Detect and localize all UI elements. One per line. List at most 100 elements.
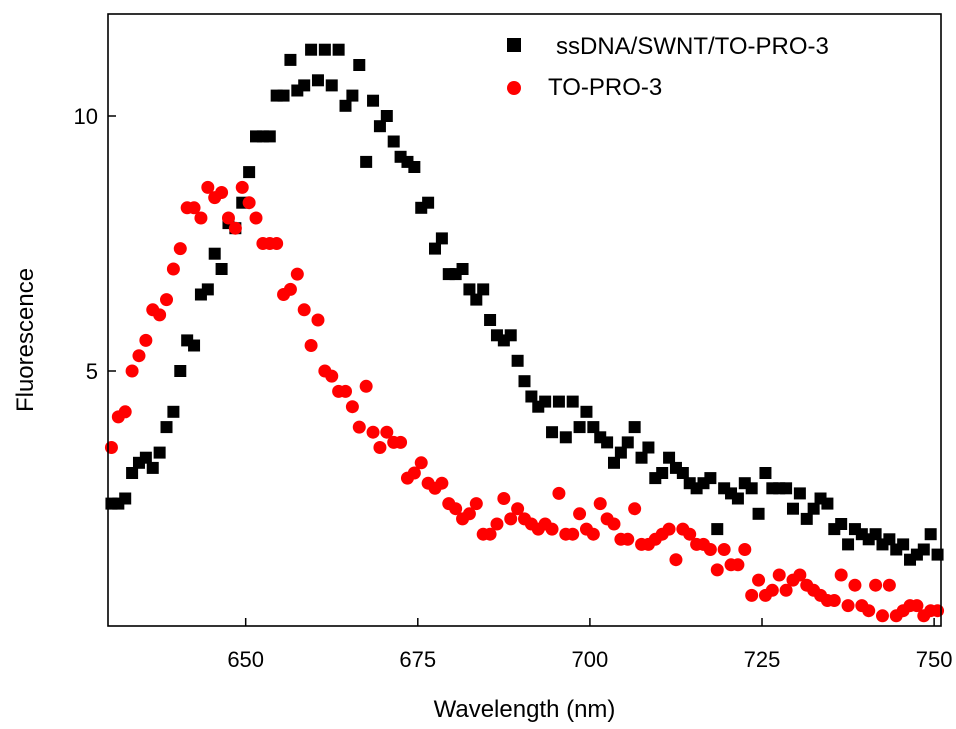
- data-point-series-1: [346, 89, 359, 102]
- data-point-series-1: [566, 395, 579, 408]
- data-point-series-2: [297, 303, 311, 317]
- data-point-series-1: [188, 339, 201, 352]
- x-axis-title: Wavelength (nm): [434, 696, 616, 723]
- data-point-series-1: [470, 293, 483, 306]
- data-point-series-1: [587, 421, 600, 434]
- legend-marker-series-1: [507, 38, 521, 52]
- data-point-series-2: [118, 405, 132, 419]
- data-point-series-1: [635, 451, 648, 464]
- data-point-series-1: [201, 283, 214, 296]
- data-point-series-1: [711, 523, 724, 536]
- data-point-series-2: [215, 186, 229, 199]
- data-point-series-2: [662, 522, 676, 536]
- data-point-series-1: [663, 451, 676, 464]
- data-point-series-1: [263, 130, 276, 143]
- data-point-series-1: [821, 497, 834, 510]
- data-point-series-2: [793, 568, 807, 582]
- data-point-series-1: [704, 472, 717, 485]
- data-point-series-1: [573, 421, 586, 434]
- data-point-series-2: [621, 532, 635, 546]
- data-point-series-2: [173, 242, 187, 256]
- data-point-series-2: [462, 507, 476, 521]
- data-point-series-2: [841, 599, 855, 613]
- data-point-series-1: [897, 538, 910, 551]
- data-point-series-1: [793, 487, 806, 500]
- plot-frame: [107, 13, 942, 627]
- data-point-series-2: [504, 512, 518, 526]
- x-tick-label: 750: [916, 647, 953, 672]
- data-point-series-1: [731, 492, 744, 505]
- legend-label-series-1: ssDNA/SWNT/TO-PRO-3: [556, 33, 829, 60]
- data-point-series-1: [621, 436, 634, 449]
- data-point-series-1: [539, 395, 552, 408]
- data-point-series-2: [160, 293, 174, 307]
- data-point-series-2: [490, 517, 504, 531]
- data-point-series-1: [552, 395, 565, 408]
- data-point-series-1: [408, 161, 421, 173]
- data-point-series-1: [119, 492, 132, 505]
- data-point-series-1: [607, 456, 620, 469]
- data-point-series-1: [305, 43, 318, 56]
- x-tick-label: 650: [227, 647, 264, 672]
- data-point-series-1: [373, 120, 386, 133]
- data-point-series-2: [862, 604, 876, 618]
- data-point-series-1: [745, 482, 758, 495]
- data-point-series-2: [194, 211, 208, 225]
- data-point-series-1: [504, 329, 517, 342]
- data-point-series-2: [435, 476, 449, 490]
- data-point-series-1: [167, 405, 180, 418]
- data-point-series-1: [676, 467, 689, 479]
- data-point-series-2: [710, 563, 724, 577]
- data-point-series-1: [353, 59, 366, 71]
- data-point-series-1: [559, 431, 572, 444]
- data-point-series-2: [394, 435, 408, 449]
- data-point-series-1: [422, 196, 435, 209]
- data-point-series-2: [187, 201, 201, 215]
- data-point-series-2: [566, 527, 580, 541]
- data-point-series-1: [387, 135, 400, 148]
- data-point-series-2: [125, 364, 139, 378]
- data-point-series-2: [683, 527, 697, 541]
- data-point-series-1: [360, 155, 373, 168]
- data-point-series-2: [352, 420, 366, 434]
- data-point-series-1: [311, 74, 324, 87]
- data-point-series-1: [924, 528, 937, 541]
- data-point-series-1: [800, 512, 813, 525]
- data-point-series-1: [807, 502, 820, 515]
- data-point-series-1: [511, 354, 524, 367]
- data-point-series-1: [456, 263, 469, 275]
- data-point-series-2: [731, 558, 745, 572]
- data-point-series-2: [249, 211, 263, 225]
- data-point-series-2: [827, 594, 841, 607]
- data-point-series-2: [166, 262, 180, 276]
- legend: ssDNA/SWNT/TO-PRO-3 TO-PRO-3: [507, 33, 829, 101]
- data-point-series-1: [518, 375, 531, 388]
- data-point-series-1: [429, 242, 442, 255]
- data-point-series-2: [132, 349, 146, 363]
- data-point-series-2: [752, 573, 766, 587]
- data-point-series-2: [869, 578, 883, 592]
- data-point-series-2: [449, 502, 463, 516]
- data-point-series-2: [235, 180, 249, 194]
- data-point-series-1: [786, 502, 799, 515]
- data-point-series-2: [834, 568, 848, 582]
- data-point-series-2: [380, 425, 394, 439]
- data-point-series-2: [910, 599, 924, 613]
- data-point-series-2: [221, 211, 235, 225]
- data-point-series-1: [126, 467, 139, 479]
- data-point-series-2: [779, 583, 793, 597]
- data-point-series-1: [153, 446, 166, 459]
- x-axis-ticks: 650 675 700 725 750: [227, 618, 952, 672]
- data-point-series-1: [174, 365, 187, 377]
- data-point-series-2: [104, 441, 118, 454]
- data-point-series-2: [765, 583, 779, 597]
- data-point-series-2: [366, 425, 380, 439]
- data-point-series-2: [359, 379, 373, 393]
- data-point-series-2: [552, 486, 566, 500]
- data-point-series-2: [304, 339, 318, 352]
- data-point-series-2: [325, 369, 339, 383]
- data-point-series-2: [414, 456, 428, 470]
- data-point-series-2: [607, 517, 621, 531]
- data-point-series-1: [477, 283, 490, 296]
